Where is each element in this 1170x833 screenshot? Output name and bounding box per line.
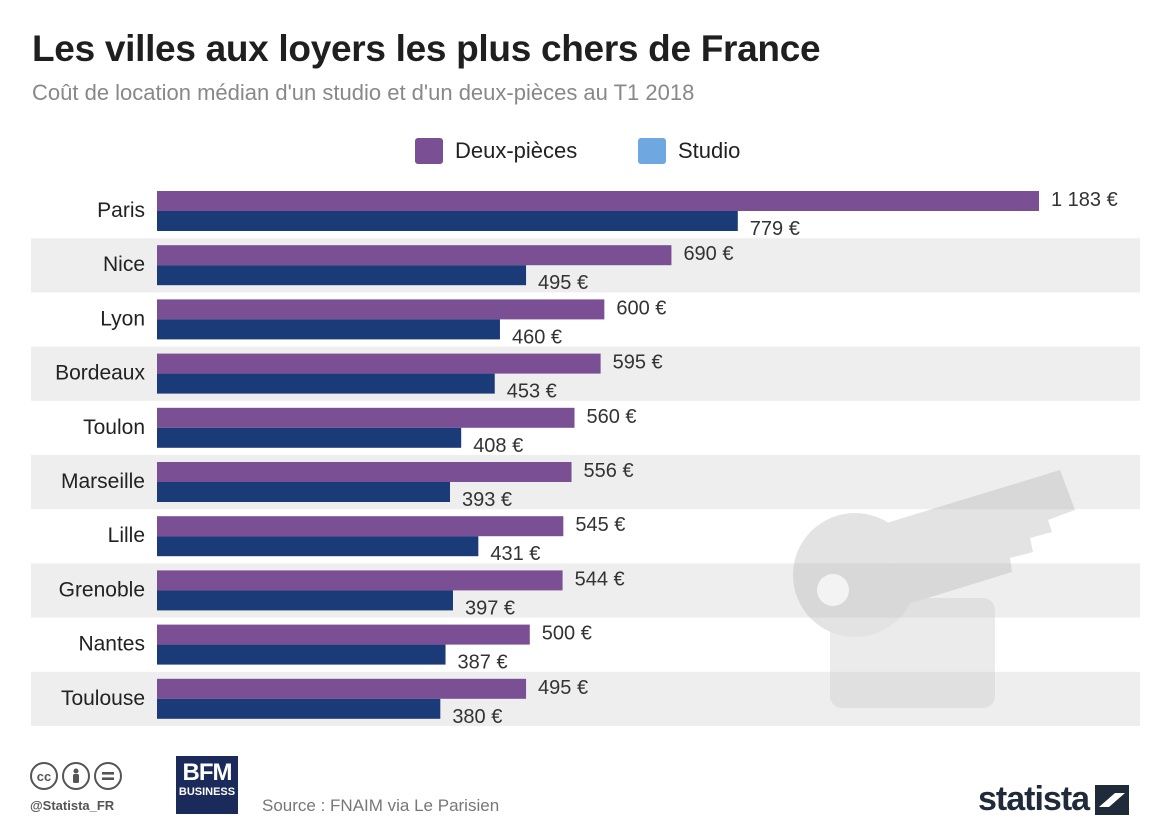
- category-label-nice: Nice: [103, 253, 145, 276]
- statista-wordmark: statista: [978, 780, 1090, 818]
- bar-deux-pieces-lyon: [157, 299, 605, 320]
- bar-deux-pieces-lille: [157, 516, 564, 537]
- bar-studio-nantes: [157, 644, 446, 665]
- bfm-logo-line1: BFM: [182, 759, 233, 786]
- value-label-studio-paris: 779 €: [750, 218, 800, 240]
- value-label-deux-pieces-paris: 1 183 €: [1051, 189, 1118, 211]
- chart-title: Les villes aux loyers les plus chers de …: [32, 28, 821, 69]
- bar-studio-grenoble: [157, 590, 453, 611]
- bar-deux-pieces-toulouse: [157, 678, 527, 699]
- bar-deux-pieces-paris: [157, 191, 1039, 211]
- value-label-studio-nice: 495 €: [538, 272, 588, 294]
- legend-item-studio: Studio: [638, 136, 740, 166]
- category-label-paris: Paris: [97, 199, 145, 222]
- license-icons: cc: [30, 762, 122, 790]
- bar-studio-lyon: [157, 319, 500, 340]
- bar-studio-toulouse: [157, 698, 441, 719]
- bar-studio-toulon: [157, 427, 462, 448]
- value-label-deux-pieces-grenoble: 544 €: [575, 568, 625, 590]
- bar-deux-pieces-marseille: [157, 462, 572, 482]
- category-label-toulouse: Toulouse: [61, 687, 145, 710]
- legend-swatch-deux-pieces: [415, 138, 443, 164]
- bfm-logo-line2: BUSINESS: [178, 786, 236, 798]
- category-label-lyon: Lyon: [100, 307, 145, 330]
- chart-subtitle: Coût de location médian d'un studio et d…: [32, 80, 695, 105]
- bar-deux-pieces-bordeaux: [157, 353, 601, 374]
- legend-item-deux-pieces: Deux-pièces: [415, 136, 577, 166]
- category-label-lille: Lille: [108, 524, 145, 547]
- value-label-deux-pieces-nice: 690 €: [683, 243, 733, 265]
- cc-icon: cc: [30, 762, 58, 790]
- bfm-business-logo: BFM BUSINESS: [176, 756, 238, 814]
- category-label-grenoble: Grenoble: [59, 578, 145, 601]
- value-label-deux-pieces-lyon: 600 €: [616, 297, 666, 319]
- value-label-deux-pieces-lille: 545 €: [575, 514, 625, 536]
- value-label-deux-pieces-bordeaux: 595 €: [613, 352, 663, 374]
- by-icon: [62, 762, 90, 790]
- bar-studio-marseille: [157, 482, 451, 502]
- statista-mark-icon: [1095, 784, 1130, 815]
- key-illustration: [793, 470, 1075, 708]
- value-label-deux-pieces-marseille: 556 €: [584, 460, 634, 482]
- value-label-studio-marseille: 393 €: [462, 489, 512, 511]
- value-label-studio-toulouse: 380 €: [452, 706, 502, 728]
- key-blade-shape: [880, 470, 1075, 605]
- bar-studio-nice: [157, 265, 527, 286]
- bar-studio-paris: [157, 211, 738, 231]
- category-label-nantes: Nantes: [78, 633, 145, 656]
- legend-label-studio: Studio: [678, 138, 741, 163]
- key-head-shape: [793, 513, 917, 637]
- value-label-studio-bordeaux: 453 €: [507, 381, 557, 403]
- bar-studio-bordeaux: [157, 373, 495, 394]
- legend-label-deux-pieces: Deux-pièces: [455, 138, 578, 163]
- nd-icon: [94, 762, 122, 790]
- value-label-studio-nantes: 387 €: [458, 652, 508, 674]
- value-label-deux-pieces-toulouse: 495 €: [538, 677, 588, 699]
- key-hole-shape: [817, 574, 849, 606]
- category-label-bordeaux: Bordeaux: [55, 362, 145, 385]
- legend: Deux-pièces Studio: [0, 136, 1170, 168]
- value-label-deux-pieces-toulon: 560 €: [587, 406, 637, 428]
- source-note: Source : FNAIM via Le Parisien: [262, 796, 500, 815]
- value-label-studio-grenoble: 397 €: [465, 597, 515, 619]
- bar-studio-lille: [157, 536, 479, 557]
- value-label-deux-pieces-nantes: 500 €: [542, 623, 592, 645]
- bar-deux-pieces-toulon: [157, 407, 575, 428]
- statista-logo: statista: [978, 780, 1130, 819]
- bar-chart: Paris 1 183 € 779 € Nice 690 € 495 € Lyon 600 €…: [31, 189, 1140, 728]
- value-label-studio-toulon: 408 €: [473, 435, 523, 457]
- bar-deux-pieces-grenoble: [157, 570, 563, 591]
- legend-swatch-studio: [638, 138, 666, 164]
- value-label-studio-lyon: 460 €: [512, 326, 562, 348]
- value-label-studio-lille: 431 €: [490, 543, 540, 565]
- category-label-toulon: Toulon: [83, 416, 145, 439]
- category-label-marseille: Marseille: [61, 470, 145, 493]
- keychain-tag-shape: [830, 598, 995, 708]
- bar-deux-pieces-nice: [157, 245, 672, 266]
- statista-handle: @Statista_FR: [30, 798, 115, 813]
- bar-deux-pieces-nantes: [157, 624, 530, 645]
